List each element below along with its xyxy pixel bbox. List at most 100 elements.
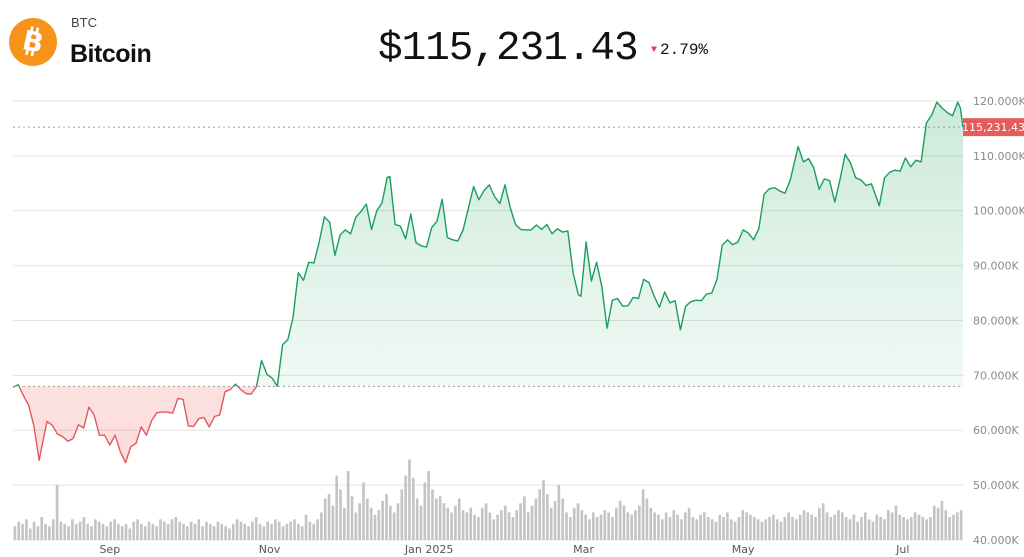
volume-bar bbox=[189, 521, 193, 540]
volume-bar bbox=[864, 512, 867, 540]
volume-bar bbox=[101, 523, 105, 540]
volume-bar bbox=[323, 498, 327, 540]
volume-bar bbox=[837, 510, 840, 540]
x-axis: Sep Nov Jan 2025 Mar May Jul bbox=[99, 543, 909, 556]
volume-bar bbox=[212, 526, 216, 540]
volume-bar bbox=[461, 510, 465, 540]
volume-bar bbox=[883, 519, 886, 540]
volume-bar bbox=[549, 507, 553, 540]
volume-bar bbox=[936, 507, 940, 540]
volume-bar bbox=[17, 521, 21, 540]
volume-bar bbox=[254, 517, 258, 540]
volume-bar bbox=[687, 507, 691, 540]
volume-bar bbox=[480, 507, 484, 540]
volume-bar bbox=[281, 526, 285, 540]
volume-bar bbox=[615, 507, 618, 540]
price-change-percent: 2.79% bbox=[660, 41, 709, 59]
volume-bar bbox=[369, 507, 373, 540]
volume-bar bbox=[13, 526, 17, 540]
volume-bar bbox=[120, 526, 124, 540]
volume-bar bbox=[293, 519, 296, 540]
volume-bar bbox=[634, 510, 637, 540]
volume-bar bbox=[737, 517, 741, 540]
volume-bar bbox=[741, 510, 745, 540]
volume-bar bbox=[657, 514, 660, 540]
volume-bar bbox=[783, 517, 787, 540]
volume-bar bbox=[32, 521, 36, 540]
volume-bar bbox=[457, 498, 461, 540]
volume-bar bbox=[546, 494, 549, 540]
volume-bar bbox=[262, 526, 266, 540]
volume-bar bbox=[618, 500, 622, 540]
volume-bar bbox=[44, 523, 47, 540]
price-line-down bbox=[12, 386, 279, 464]
volume-bar bbox=[706, 517, 710, 540]
volume-bar bbox=[818, 507, 821, 540]
volume-bar bbox=[496, 514, 499, 540]
last-price-badge-bg bbox=[963, 118, 1024, 137]
volume-bar bbox=[94, 519, 97, 540]
volume-bar bbox=[695, 519, 699, 540]
volume-bar bbox=[36, 526, 40, 540]
volume-bar bbox=[572, 507, 576, 540]
volume-bar bbox=[377, 510, 381, 540]
volume-bar bbox=[362, 482, 365, 540]
volume-bar bbox=[902, 517, 905, 540]
volume-bar bbox=[929, 517, 932, 540]
volume-bar bbox=[354, 512, 358, 540]
volume-bar bbox=[909, 517, 913, 540]
volume-bar bbox=[143, 526, 147, 540]
volume-bar bbox=[220, 523, 224, 540]
volume-bar bbox=[71, 519, 74, 540]
volume-bar bbox=[136, 519, 139, 540]
volume-bar bbox=[86, 523, 90, 540]
volume-bar bbox=[335, 475, 339, 540]
y-axis: 120.000K 110.000K 100.000K 90.000K 80.000K 70… bbox=[973, 95, 1024, 547]
volume-bar bbox=[542, 480, 545, 540]
volume-bar bbox=[515, 510, 519, 540]
volume-bar bbox=[752, 517, 756, 540]
current-price: $115,231.43 bbox=[378, 26, 639, 72]
x-tick-label: Jul bbox=[895, 543, 909, 556]
volume-bar bbox=[117, 523, 120, 540]
x-tick-label: Nov bbox=[259, 543, 281, 556]
volume-bar bbox=[128, 528, 132, 540]
volume-bar bbox=[366, 498, 369, 540]
volume-bar bbox=[327, 494, 331, 540]
volume-bar bbox=[756, 519, 760, 540]
volume-bar bbox=[894, 505, 898, 540]
volume-bar bbox=[484, 503, 488, 540]
volume-bar bbox=[339, 489, 342, 540]
volume-bar bbox=[775, 519, 779, 540]
volume-bar bbox=[952, 514, 955, 540]
volume-bar bbox=[745, 512, 748, 540]
y-tick-label: 70.000K bbox=[973, 369, 1019, 382]
volume-bar bbox=[530, 505, 534, 540]
volume-bar bbox=[806, 512, 810, 540]
volume-bar bbox=[408, 459, 411, 540]
volume-bar bbox=[162, 521, 166, 540]
y-tick-label: 40.000K bbox=[973, 534, 1019, 547]
volume-bar bbox=[503, 505, 507, 540]
volume-bar bbox=[25, 519, 28, 540]
volume-bar bbox=[683, 512, 687, 540]
volume-bar bbox=[208, 523, 212, 540]
volume-bar bbox=[588, 519, 591, 540]
volume-bar bbox=[906, 519, 909, 540]
volume-bar bbox=[350, 496, 354, 540]
volume-bar bbox=[630, 514, 633, 540]
volume-bar bbox=[469, 507, 473, 540]
volume-bar bbox=[710, 519, 714, 540]
asset-header: B BTC Bitcoin $115,231.43 ▼ 2.79% bbox=[0, 0, 1024, 80]
volume-bar bbox=[848, 519, 852, 540]
volume-bar bbox=[500, 510, 503, 540]
y-tick-label: 50.000K bbox=[973, 479, 1019, 492]
last-price-label: 115,231.43 bbox=[962, 121, 1024, 134]
volume-bars bbox=[13, 459, 963, 540]
volume-bar bbox=[297, 523, 300, 540]
volume-bar bbox=[427, 471, 430, 540]
volume-bar bbox=[534, 498, 538, 540]
volume-bar bbox=[411, 477, 415, 540]
volume-bar bbox=[113, 519, 116, 540]
